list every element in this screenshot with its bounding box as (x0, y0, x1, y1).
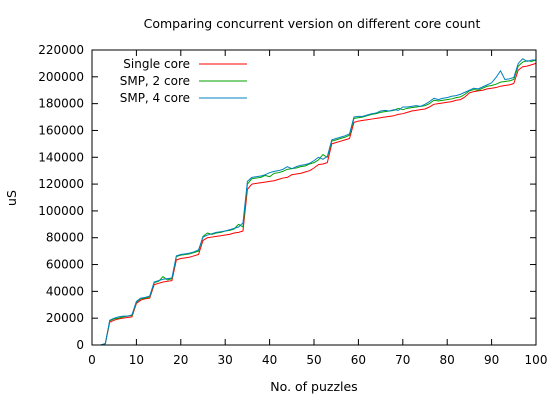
x-tick-label: 60 (351, 353, 366, 367)
tick-labels: 0 10 20 30 40 50 60 70 80 90 100 0 20000 40000 60000 80… (38, 43, 547, 367)
y-tick-label: 40000 (46, 284, 84, 298)
y-tick-label: 140000 (38, 150, 84, 164)
y-tick-label: 220000 (38, 43, 84, 57)
series-line-2 (96, 59, 537, 346)
plot-frame (91, 49, 537, 346)
y-tick-label: 80000 (46, 231, 84, 245)
y-tick-label: 60000 (46, 258, 84, 272)
x-tick-label: 30 (218, 353, 233, 367)
x-tick-label: 90 (484, 353, 499, 367)
series-line-1 (96, 62, 537, 346)
x-tick-label: 100 (525, 353, 548, 367)
series-line-3 (96, 58, 536, 346)
y-tick-label: 20000 (46, 311, 84, 325)
legend-label-2: SMP, 2 core (120, 74, 190, 88)
x-tick-label: 80 (440, 353, 455, 367)
chart-title: Comparing concurrent version on differen… (144, 16, 481, 31)
x-tick-label: 70 (395, 353, 410, 367)
y-tick-label: 120000 (38, 177, 84, 191)
x-tick-label: 40 (262, 353, 277, 367)
y-tick-label: 180000 (38, 97, 84, 111)
x-tick-label: 20 (173, 353, 188, 367)
y-axis-label: uS (4, 190, 19, 206)
x-tick-label: 10 (129, 353, 144, 367)
x-tick-label: 50 (306, 353, 321, 367)
legend-label-3: SMP, 4 core (120, 91, 190, 105)
y-tick-label: 0 (76, 338, 84, 352)
legend-label-1: Single core (123, 57, 190, 71)
y-tick-label: 160000 (38, 123, 84, 137)
x-axis-label: No. of puzzles (270, 379, 357, 394)
y-tick-label: 100000 (38, 204, 84, 218)
legend: Single core SMP, 2 core SMP, 4 core (120, 57, 247, 105)
series-lines (96, 58, 537, 346)
y-tick-label: 200000 (38, 70, 84, 84)
x-tick-label: 0 (88, 353, 96, 367)
